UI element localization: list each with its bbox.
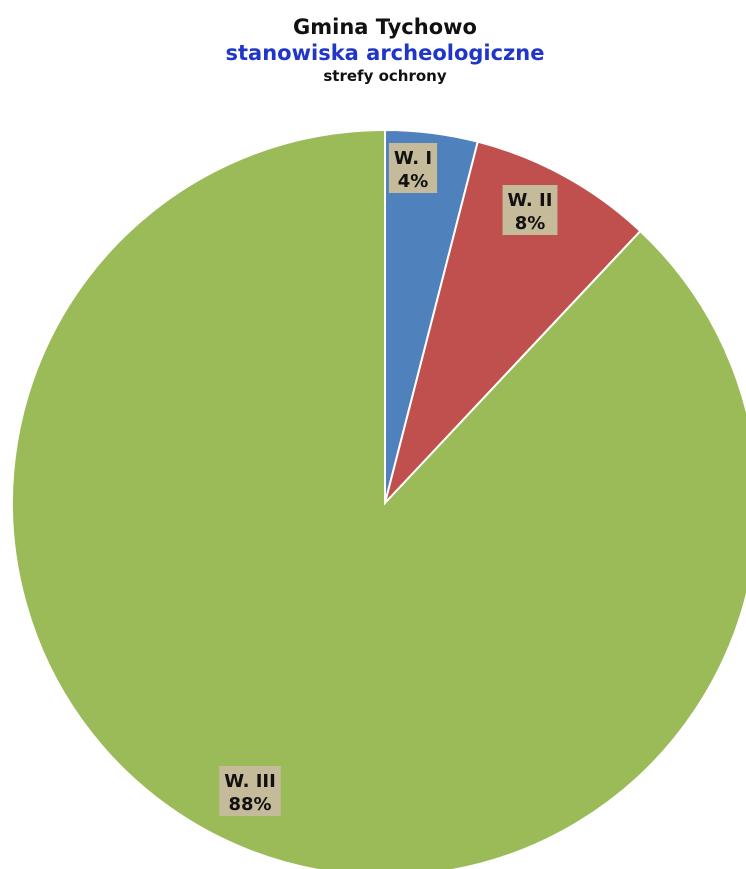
pie-slice-w-iii	[11, 128, 746, 869]
data-label-box	[219, 766, 281, 816]
chart-caption: strefy ochrony	[323, 67, 447, 85]
data-label-category: W. II	[508, 190, 553, 211]
pie-slice-w-ii	[384, 140, 642, 504]
data-label-box	[502, 185, 558, 235]
chart-title: Gmina Tychowo	[293, 15, 477, 39]
data-label-value: 8%	[515, 213, 546, 234]
chart-titles: Gmina Tychowo stanowiska archeologiczne …	[0, 14, 746, 86]
data-label-value: 88%	[228, 794, 271, 815]
data-label-box	[388, 143, 438, 193]
data-label-category: W. I	[394, 148, 432, 169]
pie-slices	[11, 128, 746, 869]
chart-subtitle: stanowiska archeologiczne	[225, 41, 545, 65]
data-label-value: 4%	[398, 171, 429, 192]
data-label-category: W. III	[224, 771, 276, 792]
data-label-2: W. II8%	[502, 185, 558, 235]
data-label-1: W. I4%	[388, 143, 438, 193]
